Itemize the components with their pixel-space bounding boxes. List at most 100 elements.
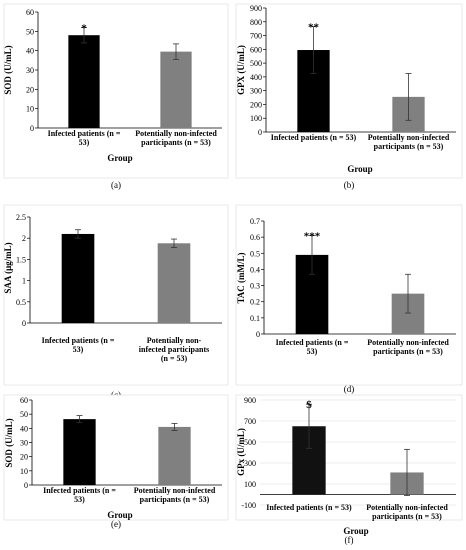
chart-2-ytick-label: 100 [250, 114, 262, 123]
chart-2-ytick-label: 700 [250, 32, 262, 41]
chart-4-panel-label: (d) [344, 384, 355, 394]
chart-1-category-label-2: Potentially non-infected participants (n … [135, 129, 217, 147]
chart-5-category-line: participants (n = 53) [140, 495, 210, 504]
chart-5-ytick-label: 40 [20, 424, 28, 433]
chart-6-ytick-label: 900 [244, 396, 256, 405]
chart-1-category-line: Potentially non-infected [135, 129, 217, 138]
chart-1-category-label-1: Infected patients (n = 53) [48, 129, 121, 147]
chart-1-significance-1: * [81, 22, 87, 34]
chart-4-ytick-label: 0 [256, 330, 260, 339]
chart-3-ytick-label: 0.5 [16, 298, 26, 307]
chart-3-ytick-label: 1 [22, 277, 26, 286]
chart-5-ytick-label: 30 [20, 439, 28, 448]
chart-1-ytick-label: 0 [30, 124, 34, 133]
chart-2-significance-1: ** [308, 22, 320, 34]
chart-4-category-line: participants (n = 53) [373, 347, 443, 356]
chart-5-category-label-2: Potentially non-infected participants (n … [134, 486, 216, 504]
chart-2-ytick-label: 600 [250, 45, 262, 54]
chart-2-panel-label: (b) [344, 180, 355, 190]
chart-6-category-label-1: Infected patients (n = 53) [266, 503, 352, 512]
chart-2-category-line: Potentially non-infected [368, 133, 450, 142]
chart-4-category-label-1: Infected patients (n = 53) [276, 338, 349, 356]
chart-5-frame [3, 394, 229, 521]
chart-1-ytick-label: 50 [26, 27, 34, 36]
chart-3-ytick-label: 0 [22, 319, 26, 328]
chart-2-ylabel: GPX (U/mL) [236, 45, 246, 95]
chart-5: 0 10 20 30 40 50 60 SOD (U/mL) Infected patients… [3, 394, 229, 529]
chart-6: -100 100 300 500 700 900 GPx (U/mL) $ Infected p… [235, 394, 463, 545]
chart-6-ytick-label: 300 [244, 459, 256, 468]
chart-2-ytick-label: 0 [258, 128, 262, 137]
chart-5-category-label-1: Infected patients (n = 53) [43, 486, 116, 504]
chart-5-ylabel: SOD (U/mL) [4, 418, 14, 467]
chart-3-bar-1 [61, 233, 95, 323]
chart-3-category-line: (n = 53) [161, 354, 188, 363]
chart-6-category-line: Infected patients (n = 53) [266, 503, 352, 512]
chart-1-ytick-label: 20 [26, 85, 34, 94]
chart-1-ytick-label: 40 [26, 47, 34, 56]
chart-2-ytick-label: 200 [250, 100, 262, 109]
chart-1-bar-2 [160, 51, 192, 129]
chart-3-category-line: infected participants [139, 345, 209, 354]
chart-3: 0 0.5 1 1.5 2 2.5 SAA (μg/mL) Infected patients… [3, 204, 229, 400]
chart-4-frame [235, 204, 463, 386]
chart-3-category-label-2: Potentially non-infected participants (n … [139, 336, 209, 363]
chart-6-panel-label: (f) [345, 535, 354, 545]
chart-3-ytick-label: 2 [22, 234, 26, 243]
chart-4-ytick-label: 0.4 [250, 265, 260, 274]
chart-3-category-line: Infected patients (n = [42, 336, 115, 345]
chart-2-ytick-label: 400 [250, 73, 262, 82]
chart-6-ytick-label: -100 [241, 501, 256, 510]
chart-1-ytick-label: 30 [26, 66, 34, 75]
chart-1-category-line: Infected patients (n = [48, 129, 121, 138]
chart-2-category-line: participants (n = 53) [374, 142, 444, 151]
chart-4-category-line: 53) [307, 347, 318, 356]
chart-1-ylabel: SOD (U/mL) [3, 45, 13, 94]
chart-3-frame [3, 204, 229, 386]
chart-2-ytick-label: 300 [250, 87, 262, 96]
chart-5-panel-label: (e) [111, 519, 121, 529]
chart-5-category-line: 53) [74, 495, 85, 504]
chart-6-category-line: participants (n = 53) [372, 512, 442, 521]
chart-4: 0 0.1 0.2 0.3 0.4 0.5 0.6 0.7 TAC (mM/L) *** Infec… [235, 204, 463, 394]
chart-5-ytick-label: 0 [24, 481, 28, 490]
chart-4-category-label-2: Potentially non-infected participants (n … [367, 338, 449, 356]
chart-5-category-line: Potentially non-infected [134, 486, 216, 495]
chart-5-ytick-label: 10 [20, 467, 28, 476]
chart-2-category-label-2: Potentially non-infected participants (n … [368, 133, 450, 151]
chart-1-xlabel: Group [107, 153, 132, 163]
chart-1: 0 10 20 30 40 50 60 SOD (U/mL) * Infected patient… [3, 3, 229, 190]
chart-2-ytick-label: 900 [250, 4, 262, 13]
chart-1-ytick-label: 60 [26, 8, 34, 17]
chart-6-ytick-label: 500 [244, 438, 256, 447]
chart-3-ytick-label: 1.5 [16, 255, 26, 264]
chart-6-ylabel: GPx (U/mL) [236, 428, 246, 476]
chart-3-category-label-1: Infected patients (n = 53) [42, 336, 115, 354]
chart-5-bar-1 [63, 419, 96, 485]
chart-3-bar-2 [157, 243, 191, 323]
chart-5-xlabel: Group [107, 510, 132, 520]
chart-4-ytick-label: 0.1 [250, 314, 260, 323]
chart-6-ytick-label: 700 [244, 417, 256, 426]
chart-5-bar-2 [158, 426, 191, 485]
chart-1-panel-label: (a) [111, 180, 121, 190]
chart-2-xlabel: Group [347, 164, 372, 174]
chart-1-category-line: participants (n = 53) [141, 138, 211, 147]
chart-3-ytick-label: 2.5 [16, 213, 26, 222]
chart-2-ytick-label: 500 [250, 59, 262, 68]
chart-5-ytick-label: 20 [20, 453, 28, 462]
chart-2-ytick-label: 800 [250, 18, 262, 27]
chart-4-ylabel: TAC (mM/L) [236, 252, 246, 303]
chart-5-ytick-label: 60 [20, 396, 28, 405]
chart-4-significance-1: *** [304, 231, 321, 243]
chart-3-category-line: 53) [73, 345, 84, 354]
chart-4-ytick-label: 0.6 [250, 233, 260, 242]
chart-2: 0 100 200 300 400 500 600 700 800 900 GPX (U/mL) **… [235, 3, 463, 190]
chart-4-category-line: Potentially non-infected [367, 338, 449, 347]
chart-4-ytick-label: 0.2 [250, 298, 260, 307]
chart-1-category-line: 53) [79, 138, 90, 147]
chart-2-category-label-1: Infected patients (n = 53) [271, 133, 357, 142]
chart-6-category-label-2: Potentially non-infected participants (n … [366, 503, 448, 521]
chart-2-category-line: Infected patients (n = 53) [271, 133, 357, 142]
chart-4-ytick-label: 0.5 [250, 249, 260, 258]
